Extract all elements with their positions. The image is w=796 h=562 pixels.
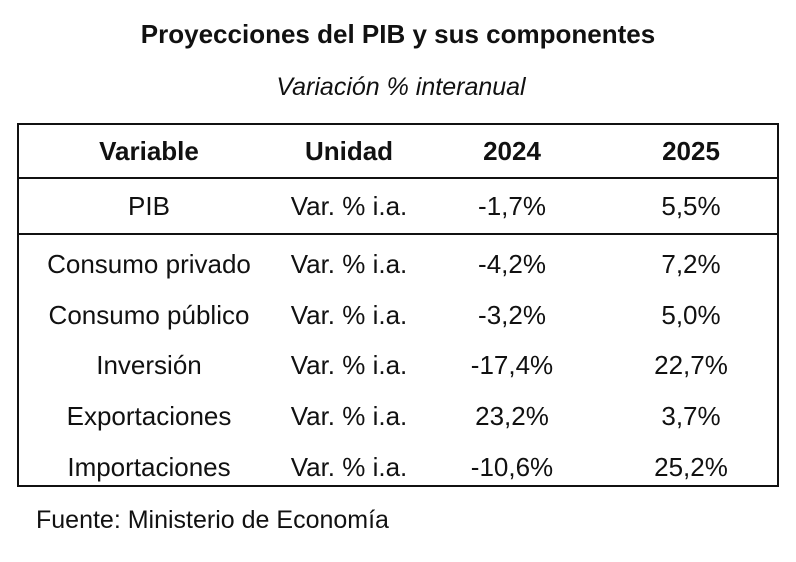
cell-2025: 7,2% [661,249,721,280]
cell-2025: 5,0% [661,299,721,330]
cell-variable: Inversión [96,350,202,381]
table-row: Importaciones Var. % i.a. -10,6% 25,2% [19,441,777,492]
cell-unidad: Var. % i.a. [290,299,408,330]
cell-variable: Consumo privado [47,249,251,280]
cell-unidad: Var. % i.a. [290,451,408,482]
gdp-projections-table: Variable Unidad 2024 2025 PIB Var. % i.a… [17,123,779,487]
subtitle: Variación % interanual [276,73,526,101]
table-row: Inversión Var. % i.a. -17,4% 22,7% [19,340,777,391]
table-row: Consumo privado Var. % i.a. -4,2% 7,2% [19,234,777,290]
cell-variable: PIB [19,178,279,235]
cell-variable: Consumo público [48,299,250,330]
cell-unidad: Var. % i.a. [290,249,408,280]
column-header-variable: Variable [19,125,279,179]
column-header-2024: 2024 [419,125,605,179]
cell-2024: -17,4% [470,350,554,381]
cell-2025: 5,5% [605,178,777,235]
cell-2024: -1,7% [419,178,605,235]
cell-2025: 3,7% [661,401,721,432]
table-header-row: Variable Unidad 2024 2025 [19,125,777,179]
column-header-unidad: Unidad [279,125,419,179]
data-table: Variable Unidad 2024 2025 PIB Var. % i.a… [19,125,777,492]
cell-2024: -3,2% [478,299,546,330]
table-row: Exportaciones Var. % i.a. 23,2% 3,7% [19,391,777,442]
table-row-pib: PIB Var. % i.a. -1,7% 5,5% [19,178,777,235]
cell-unidad: Var. % i.a. [290,350,408,381]
column-header-2025: 2025 [605,125,777,179]
cell-2024: -4,2% [478,249,546,280]
cell-2025: 25,2% [654,451,728,482]
cell-variable: Exportaciones [66,401,232,432]
cell-unidad: Var. % i.a. [279,178,419,235]
page-title: Proyecciones del PIB y sus componentes [140,19,656,49]
source-note: Fuente: Ministerio de Economía [36,506,389,534]
table-row: Consumo público Var. % i.a. -3,2% 5,0% [19,290,777,341]
cell-unidad: Var. % i.a. [290,401,408,432]
cell-2024: -10,6% [470,451,554,482]
cell-2024: 23,2% [475,401,549,432]
cell-variable: Importaciones [67,451,231,482]
cell-2025: 22,7% [654,350,728,381]
